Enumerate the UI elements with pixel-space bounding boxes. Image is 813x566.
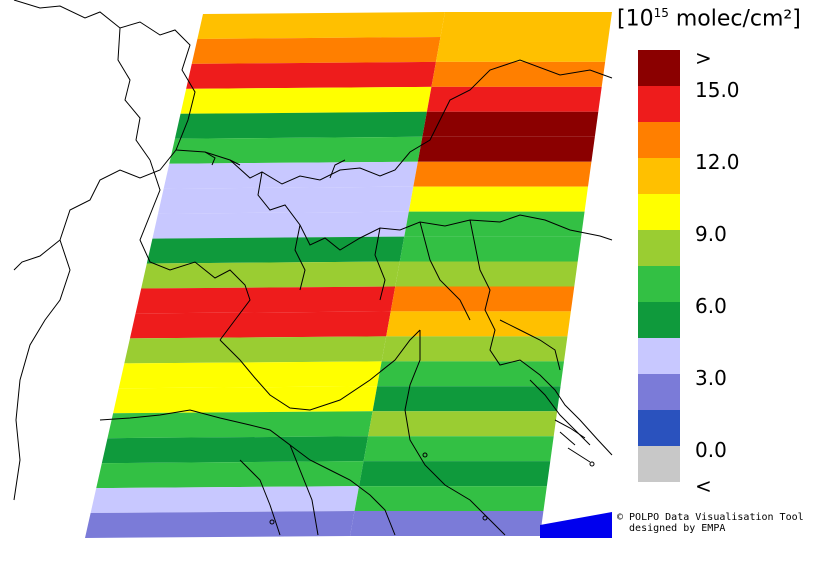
swath-pixel xyxy=(386,311,571,337)
legend-tick-label: 0.0 xyxy=(695,438,727,462)
swath-pixel xyxy=(113,386,378,414)
swath-pixel xyxy=(417,136,595,162)
legend-tick-label: 15.0 xyxy=(695,78,740,102)
swath-pixel xyxy=(426,86,602,112)
legend-swatch xyxy=(638,158,680,194)
swath-pixel xyxy=(390,286,575,312)
legend-color-bar xyxy=(638,50,680,482)
legend-tick-label: > xyxy=(695,46,712,70)
swath-pixel xyxy=(186,61,436,89)
legend-swatch xyxy=(638,410,680,446)
legend-swatch xyxy=(638,266,680,302)
swath-pixel xyxy=(141,261,400,289)
swath-pixel xyxy=(85,511,355,538)
swath-pixel xyxy=(404,211,585,237)
swath-pixel xyxy=(431,61,606,87)
swath-pixel xyxy=(350,511,544,536)
swath-pixel xyxy=(107,411,373,439)
swath-pixel xyxy=(435,36,609,62)
swath-pixel xyxy=(163,161,418,189)
swath-pixel xyxy=(152,211,409,239)
swath-pixel xyxy=(146,236,405,264)
swath-pixel xyxy=(422,111,599,137)
legend-swatch xyxy=(638,302,680,338)
legend-swatch xyxy=(638,122,680,158)
swath-pixel xyxy=(191,36,441,64)
swath-pixel xyxy=(180,86,432,114)
swath-pixel xyxy=(158,186,414,214)
swath-pixel xyxy=(129,311,391,339)
credit-line-2: designed by EMPA xyxy=(617,523,726,534)
swath-pixel xyxy=(354,486,547,512)
legend-tick-label: 12.0 xyxy=(695,150,740,174)
swath-pixel xyxy=(363,436,554,462)
legend-swatch xyxy=(638,338,680,374)
swath-pixel xyxy=(399,236,582,262)
swath-pixel xyxy=(408,186,588,212)
swath-pixel xyxy=(96,461,364,489)
legend-swatch xyxy=(638,374,680,410)
legend-tick-label: 3.0 xyxy=(695,366,727,390)
legend-tick-label: 9.0 xyxy=(695,222,727,246)
swath-pixel xyxy=(197,12,445,39)
swath-pixel xyxy=(359,461,551,487)
legend-swatch xyxy=(638,194,680,230)
swath-pixel xyxy=(368,411,558,437)
legend-swatch xyxy=(638,50,680,86)
swath-pixel xyxy=(174,111,427,139)
swath-pixel xyxy=(101,436,369,464)
legend-swatch xyxy=(638,86,680,122)
credit-line-1: © POLPO Data Visualisation Tool xyxy=(617,512,804,523)
legend-swatch xyxy=(638,230,680,266)
swath-pixel xyxy=(440,12,612,37)
legend-unit-label: [1015 molec/cm²] xyxy=(617,6,801,32)
swath-pixel xyxy=(413,161,592,187)
credit-text: © POLPO Data Visualisation Tool designed… xyxy=(617,512,804,534)
swath-pixel xyxy=(124,336,387,364)
swath-pixel xyxy=(135,286,396,314)
swath-pixel xyxy=(90,486,360,514)
satellite-swath xyxy=(85,12,612,538)
legend-swatch xyxy=(638,446,680,482)
swath-pixel xyxy=(118,361,382,389)
legend-tick-label: 6.0 xyxy=(695,294,727,318)
swath-pixel xyxy=(169,136,423,164)
swath-pixel xyxy=(377,361,564,387)
swath-pixel xyxy=(372,386,561,412)
swath-pixel xyxy=(381,336,568,362)
legend-tick-label: < xyxy=(695,474,712,498)
swath-pixel xyxy=(540,512,612,538)
coastline-and-borders xyxy=(13,0,613,536)
